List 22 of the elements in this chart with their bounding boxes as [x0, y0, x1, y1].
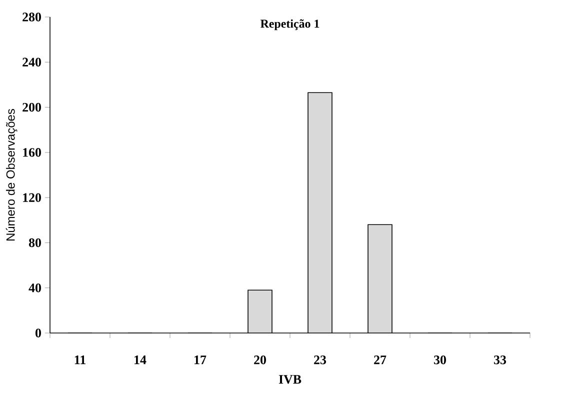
y-tick-label: 0	[36, 328, 41, 338]
bar	[308, 92, 332, 333]
x-tick-label: 33	[494, 356, 506, 364]
x-tick-label: 27	[374, 356, 386, 364]
y-tick-label: 240	[22, 58, 41, 67]
chart-title: Repetição 1	[260, 19, 320, 30]
x-tick-label: 17	[194, 356, 206, 364]
x-axis-title: IVB	[278, 375, 302, 384]
y-axis-title: Número de Observações	[6, 109, 18, 240]
x-tick-label: 20	[254, 356, 266, 364]
y-tick-label: 120	[23, 193, 41, 202]
y-tick-label: 80	[28, 238, 41, 248]
y-tick-label: 40	[28, 283, 41, 292]
y-tick-label: 280	[22, 12, 41, 22]
x-tick-label: 23	[314, 356, 326, 364]
x-tick-label: 30	[434, 356, 446, 364]
bar	[248, 290, 272, 333]
x-tick-label: 11	[74, 356, 86, 364]
x-tick-label: 14	[134, 356, 146, 364]
y-tick-label: 200	[22, 102, 41, 112]
bar	[368, 224, 392, 333]
y-tick-label: 160	[23, 148, 41, 157]
